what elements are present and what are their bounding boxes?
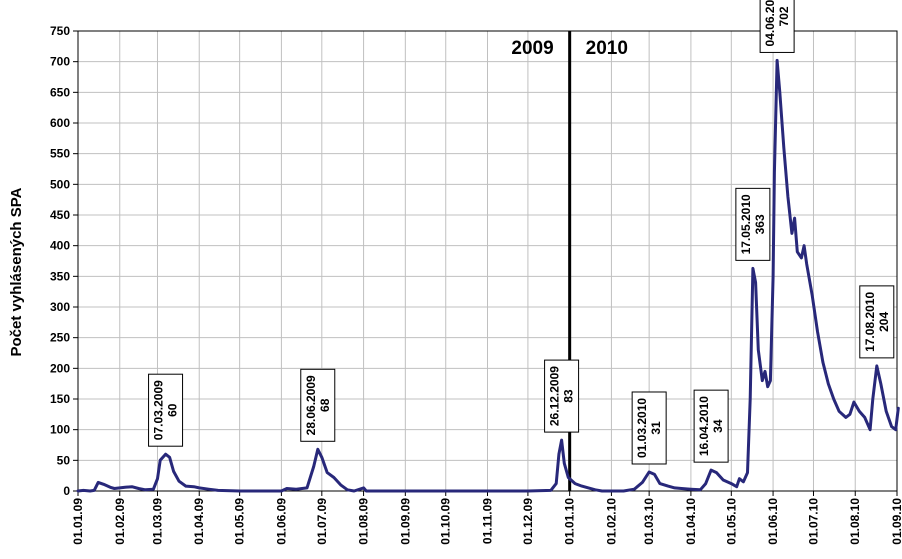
annotation-date: 16.04.2010 [697,396,711,456]
x-tick-label: 01.09.09 [398,498,412,545]
x-tick-label: 01.04.09 [192,498,206,545]
x-tick-label: 01.02.10 [604,498,618,545]
annotation-date: 26.12.2009 [548,366,562,426]
y-tick-label: 700 [50,55,70,69]
annotation-box [693,389,729,463]
year-label-2009: 2009 [511,38,553,59]
annotation-box [631,391,667,465]
annotation-01.03.2010: 01.03.201031 [631,391,667,465]
year-label-2010: 2010 [586,38,628,59]
annotations: 07.03.200960 28.06.200968 26.12.200983 01.0… [148,0,895,465]
annotation-value: 31 [649,421,663,435]
annotation-07.03.2009: 07.03.200960 [148,373,184,447]
annotation-box [544,359,580,433]
annotation-value: 363 [753,214,767,234]
annotation-box [735,187,771,261]
annotation-value: 83 [562,389,576,403]
annotation-value: 702 [777,6,791,26]
y-tick-label: 650 [50,85,70,99]
x-tick-label: 01.04.10 [684,498,698,545]
annotation-text: 01.03.201031 [635,398,663,458]
annotation-04.06.2010: 04.06.2010702 [759,0,795,53]
x-tick-labels: 01.01.09 01.02.09 01.03.09 01.04.09 01.05.09… [71,498,902,545]
x-tick-label: 01.08.10 [848,498,862,545]
annotation-date: 17.08.2010 [863,292,877,352]
x-tick-label: 01.12.09 [521,498,535,545]
annotation-box [759,0,795,53]
y-axis-label: Počet vyhlásených SPA [8,187,25,356]
annotation-28.06.2009: 28.06.200968 [300,368,336,442]
y-tick-label: 450 [50,208,70,222]
series-line [76,58,900,493]
x-tick-label: 01.11.09 [481,498,495,544]
y-tick-label: 250 [50,331,70,345]
annotation-box [859,285,895,359]
annotation-value: 68 [318,398,332,412]
x-tick-label: 01.08.09 [357,498,371,545]
y-tick-label: 600 [50,116,70,130]
y-tick-label: 200 [50,361,70,375]
x-tick-label: 01.06.10 [766,498,780,545]
annotation-date: 01.03.2010 [635,398,649,458]
annotation-date: 04.06.2010 [763,0,777,46]
annotation-17.05.2010: 17.05.2010363 [735,187,771,261]
y-tick-label: 300 [50,300,70,314]
annotation-26.12.2009: 26.12.200983 [544,359,580,433]
annotation-text: 26.12.200983 [548,366,576,426]
x-tick-label: 01.01.09 [71,498,85,545]
y-tick-label: 50 [57,453,71,467]
annotation-text: 17.05.2010363 [739,194,767,254]
y-tick-label: 350 [50,269,70,283]
annotation-text: 04.06.2010702 [763,0,791,46]
annotation-date: 07.03.2009 [152,380,166,440]
x-tick-label: 01.05.09 [233,498,247,545]
y-tick-label: 0 [63,484,70,498]
annotation-date: 17.05.2010 [739,194,753,254]
y-tick-label: 150 [50,392,70,406]
y-tick-label: 500 [50,177,70,191]
annotation-text: 17.08.2010204 [863,292,891,352]
annotation-text: 28.06.200968 [304,375,332,435]
x-tick-label: 01.07.10 [806,498,820,545]
x-tick-label: 01.09.10 [890,498,902,545]
annotation-value: 204 [877,312,891,332]
y-tick-labels: 0 50 100 150 200 250 300 350 400 450 500 550 600 650 7… [50,24,70,498]
x-tick-label: 01.02.09 [113,498,127,545]
y-tick-label: 750 [50,24,70,38]
x-tick-label: 01.07.09 [315,498,329,545]
annotation-box [148,373,184,447]
x-tick-label: 01.01.10 [563,498,577,545]
x-tick-label: 01.05.10 [724,498,738,545]
annotation-box [300,368,336,442]
annotation-text: 16.04.201034 [697,396,725,456]
annotation-16.04.2010: 16.04.201034 [693,389,729,463]
y-tick-label: 400 [50,239,70,253]
annotation-text: 07.03.200960 [152,380,180,440]
y-tick-label: 100 [50,423,70,437]
annotation-date: 28.06.2009 [304,375,318,435]
annotation-17.08.2010: 17.08.2010204 [859,285,895,359]
y-tick-label: 550 [50,147,70,161]
x-tick-label: 01.10.09 [439,498,453,545]
x-tick-label: 01.03.09 [150,498,164,545]
x-tick-label: 01.06.09 [274,498,288,545]
annotation-value: 60 [166,403,180,417]
x-tick-label: 01.03.10 [642,498,656,545]
grid [78,31,897,491]
annotation-value: 34 [711,419,725,433]
